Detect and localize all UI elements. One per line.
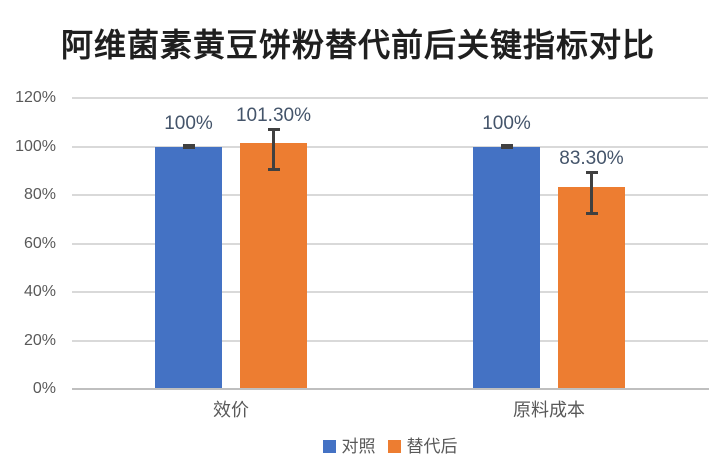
y-tick-label-80: 80% bbox=[23, 186, 56, 203]
error-bar-cap-bottom-replacement-raw-material-cost bbox=[585, 211, 598, 215]
bar-replacement-potency bbox=[240, 143, 307, 389]
gridline-40 bbox=[72, 291, 708, 293]
chart-title: 阿维菌素黄豆饼粉替代前后关键指标对比 bbox=[60, 27, 655, 63]
error-bar-cap-top-replacement-potency bbox=[267, 127, 280, 131]
y-tick-label-20: 20% bbox=[23, 331, 56, 349]
gridline-60 bbox=[72, 242, 708, 245]
plot-area: 100% 100% 101.30% 83.30% bbox=[72, 97, 708, 389]
legend-label-replacement: 替代后 bbox=[406, 436, 458, 456]
gridline-120 bbox=[72, 97, 708, 99]
gridline-100 bbox=[72, 145, 708, 148]
y-tick-label-0: 0% bbox=[32, 380, 56, 397]
error-bar-stem-replacement-potency bbox=[272, 128, 275, 171]
data-label-control-potency: 100% bbox=[164, 112, 213, 134]
error-bar-cap-bottom-replacement-potency bbox=[267, 168, 280, 172]
legend-swatch-replacement bbox=[387, 439, 401, 453]
error-bar-cap-bottom-control-potency bbox=[182, 145, 195, 149]
legend: 对照 替代后 bbox=[72, 436, 708, 456]
x-axis-line bbox=[72, 388, 709, 390]
legend-item-replacement: 替代后 bbox=[387, 436, 458, 456]
bar-replacement-raw-material-cost bbox=[558, 187, 625, 389]
y-tick-label-40: 40% bbox=[23, 283, 56, 300]
bar-control-raw-material-cost bbox=[473, 146, 540, 389]
y-tick-label-100: 100% bbox=[15, 137, 56, 155]
legend-item-control: 对照 bbox=[322, 436, 376, 456]
error-bar-cap-top-replacement-raw-material-cost bbox=[585, 171, 598, 175]
error-bar-stem-replacement-raw-material-cost bbox=[590, 172, 593, 214]
gridline-20 bbox=[72, 339, 708, 342]
data-label-replacement-potency: 101.30% bbox=[235, 104, 311, 126]
legend-label-control: 对照 bbox=[341, 436, 376, 456]
x-axis-label-potency: 效价 bbox=[213, 400, 249, 420]
y-tick-label-120: 120% bbox=[15, 89, 56, 106]
gridline-80 bbox=[72, 194, 708, 196]
x-axis-label-raw-material-cost: 原料成本 bbox=[513, 400, 585, 420]
bar-control-potency bbox=[155, 146, 222, 389]
data-label-replacement-raw-material-cost: 83.30% bbox=[559, 148, 624, 170]
error-bar-cap-bottom-control-raw-material-cost bbox=[500, 145, 513, 149]
data-label-control-raw-material-cost: 100% bbox=[482, 112, 531, 134]
legend-swatch-control bbox=[322, 439, 336, 453]
y-tick-label-60: 60% bbox=[23, 234, 56, 252]
